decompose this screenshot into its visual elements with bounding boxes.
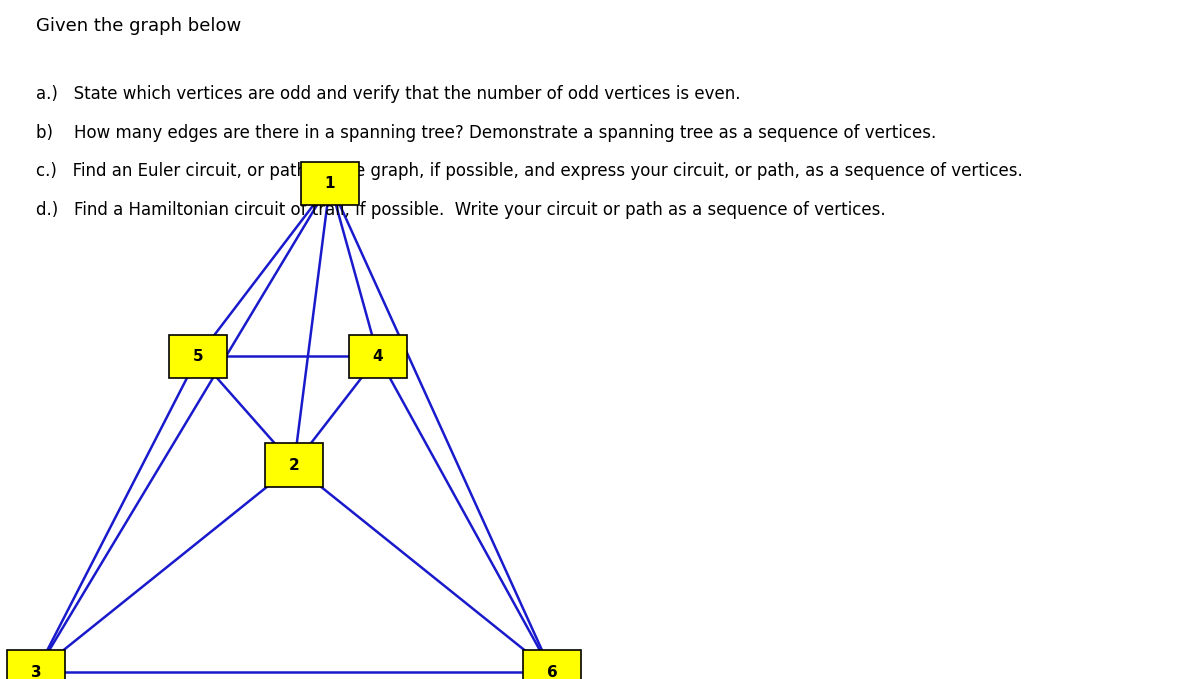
- Text: d.)   Find a Hamiltonian circuit of trail, if possible.  Write your circuit or p: d.) Find a Hamiltonian circuit of trail,…: [36, 201, 886, 219]
- Text: Given the graph below: Given the graph below: [36, 17, 241, 35]
- FancyBboxPatch shape: [349, 335, 407, 378]
- FancyBboxPatch shape: [169, 335, 227, 378]
- Text: 5: 5: [193, 349, 203, 364]
- Text: a.)   State which vertices are odd and verify that the number of odd vertices is: a.) State which vertices are odd and ver…: [36, 85, 740, 103]
- Text: 4: 4: [373, 349, 383, 364]
- Text: b)    How many edges are there in a spanning tree? Demonstrate a spanning tree a: b) How many edges are there in a spannin…: [36, 124, 936, 142]
- Text: 6: 6: [547, 665, 557, 679]
- FancyBboxPatch shape: [265, 443, 323, 487]
- Text: 3: 3: [31, 665, 41, 679]
- FancyBboxPatch shape: [523, 650, 581, 679]
- FancyBboxPatch shape: [301, 162, 359, 205]
- Text: 2: 2: [289, 458, 299, 473]
- Text: c.)   Find an Euler circuit, or path, in the graph, if possible, and express you: c.) Find an Euler circuit, or path, in t…: [36, 162, 1022, 181]
- FancyBboxPatch shape: [7, 650, 65, 679]
- Text: 1: 1: [325, 176, 335, 191]
